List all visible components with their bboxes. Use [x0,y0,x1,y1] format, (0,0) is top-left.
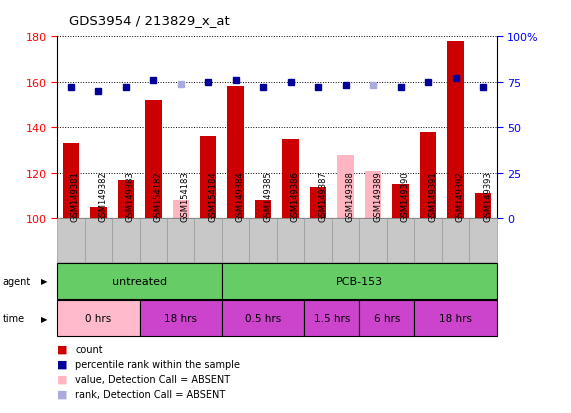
Text: agent: agent [3,276,31,286]
Text: GSM154184: GSM154184 [208,171,217,221]
Bar [222,300,304,337]
Bar [420,133,436,219]
Text: GSM154182: GSM154182 [153,171,162,221]
Text: ■: ■ [57,374,67,384]
Bar [277,219,304,262]
Text: percentile rank within the sample: percentile rank within the sample [75,359,240,369]
Text: GSM149382: GSM149382 [98,171,107,221]
Text: 0 hrs: 0 hrs [85,313,111,323]
Bar [359,219,387,262]
Text: value, Detection Call = ABSENT: value, Detection Call = ABSENT [75,374,231,384]
Bar [255,201,271,219]
Text: GSM149392: GSM149392 [456,171,465,221]
Bar [222,263,497,299]
Bar [90,208,107,219]
Bar [57,300,139,337]
Text: GSM149391: GSM149391 [428,171,437,221]
Bar [167,219,195,262]
Bar [139,300,222,337]
Bar [200,137,216,219]
Bar [283,140,299,219]
Bar [332,219,359,262]
Bar [227,87,244,219]
Bar [359,300,415,337]
Bar [447,42,464,219]
Text: count: count [75,344,103,354]
Text: GSM149385: GSM149385 [263,171,272,221]
Bar [57,263,222,299]
Bar [469,219,497,262]
Bar [304,300,359,337]
Bar [145,101,162,219]
Text: ■: ■ [57,359,67,369]
Bar [250,219,277,262]
Text: GSM149390: GSM149390 [401,171,409,221]
Text: GDS3954 / 213829_x_at: GDS3954 / 213829_x_at [69,14,230,27]
Text: GSM149383: GSM149383 [126,170,135,221]
Bar [387,219,415,262]
Text: GSM149381: GSM149381 [71,171,80,221]
Text: rank, Detection Call = ABSENT: rank, Detection Call = ABSENT [75,389,226,399]
Text: 18 hrs: 18 hrs [164,313,197,323]
Bar [112,219,139,262]
Text: 0.5 hrs: 0.5 hrs [245,313,282,323]
Bar [415,300,497,337]
Bar [475,194,491,219]
Bar [139,219,167,262]
Text: GSM154183: GSM154183 [181,171,190,221]
Bar [222,219,250,262]
Bar [172,201,189,219]
Text: ▶: ▶ [41,314,47,323]
Text: GSM149386: GSM149386 [291,170,300,221]
Bar [392,185,409,219]
Bar [118,180,134,219]
Text: GSM149393: GSM149393 [483,171,492,221]
Text: 6 hrs: 6 hrs [373,313,400,323]
Bar [57,219,85,262]
Bar [304,219,332,262]
Text: GSM149388: GSM149388 [345,170,355,221]
Bar [442,219,469,262]
Text: ■: ■ [57,389,67,399]
Text: time: time [3,313,25,323]
Text: untreated: untreated [112,276,167,286]
Text: GSM149389: GSM149389 [373,171,382,221]
Bar [195,219,222,262]
Text: ■: ■ [57,344,67,354]
Text: PCB-153: PCB-153 [336,276,383,286]
Text: 18 hrs: 18 hrs [439,313,472,323]
Text: ▶: ▶ [41,277,47,286]
Bar [85,219,112,262]
Bar [365,171,381,219]
Bar [337,155,354,219]
Bar [63,144,79,219]
Text: GSM149384: GSM149384 [236,171,245,221]
Bar [415,219,442,262]
Bar [310,187,327,219]
Text: GSM149387: GSM149387 [318,170,327,221]
Text: 1.5 hrs: 1.5 hrs [313,313,350,323]
